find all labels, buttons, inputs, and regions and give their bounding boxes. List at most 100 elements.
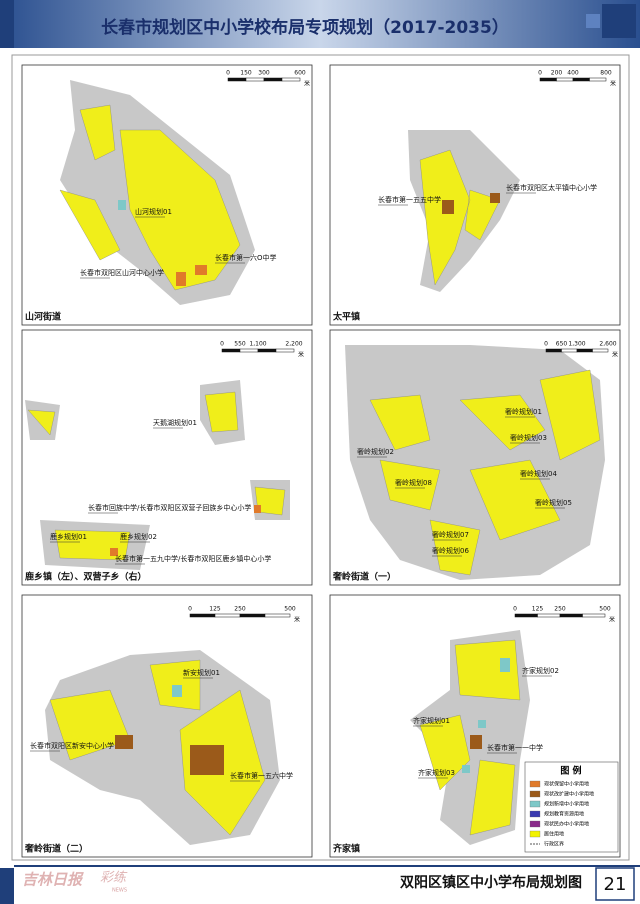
- scale-segment: [281, 77, 301, 82]
- school-existing: [110, 548, 118, 556]
- school-plan: [478, 720, 486, 728]
- scale-unit: 米: [298, 351, 304, 359]
- school-label: 奢岭规划07: [432, 530, 469, 539]
- school-label: 长春市双阳区太平镇中心小学: [506, 183, 597, 192]
- legend-swatch: [529, 800, 541, 808]
- school-label: 长春市第一六O中学: [215, 253, 277, 262]
- school-expand: [190, 745, 224, 775]
- scale-label: 400: [567, 70, 579, 77]
- map-panel: [21, 64, 313, 326]
- scale-segment: [239, 613, 266, 618]
- scale-label: 300: [258, 70, 270, 77]
- scale-label: 1,300: [568, 341, 585, 348]
- header-box: [602, 4, 636, 38]
- scale-label: 125: [209, 606, 221, 613]
- school-expand: [470, 735, 482, 749]
- scale-label: 2,600: [599, 341, 616, 348]
- footer-stripe: [0, 868, 14, 904]
- scale-segment: [189, 613, 216, 618]
- scale-label: 800: [600, 70, 612, 77]
- school-label: 长春市回族中学/长春市双阳区双营子回族乡中心小学: [88, 503, 251, 512]
- school-plan: [172, 685, 182, 697]
- legend-swatch: [529, 830, 541, 838]
- school-label: 齐家规划01: [413, 716, 450, 725]
- scale-label: 125: [532, 606, 544, 613]
- scale-segment: [559, 613, 583, 618]
- scale-unit: 米: [294, 616, 300, 624]
- school-expand: [490, 193, 500, 203]
- scale-segment: [589, 77, 607, 82]
- legend-label: 居住用地: [544, 831, 564, 838]
- scale-label: 0: [544, 341, 548, 348]
- school-label: 奢岭规划05: [535, 498, 572, 507]
- school-plan: [118, 200, 126, 210]
- school-label: 奢岭规划01: [505, 407, 542, 416]
- panel-title: 奢岭街道（一）: [332, 571, 396, 583]
- panel-title: 齐家镇: [333, 843, 360, 855]
- legend-label: 现状保留中小学用地: [544, 781, 589, 788]
- scale-label: 0: [538, 70, 542, 77]
- scale-segment: [572, 77, 590, 82]
- header-box: [586, 14, 600, 28]
- scale-segment: [239, 348, 259, 353]
- watermark: 吉林日报: [22, 871, 84, 889]
- legend-label: 现状民办中小学用地: [544, 821, 589, 828]
- scale-segment: [214, 613, 241, 618]
- school-label: 齐家规划03: [418, 768, 455, 777]
- map-panel: [329, 64, 621, 326]
- header-bar: [0, 0, 640, 48]
- school-label: 新安规划01: [183, 668, 220, 677]
- scale-segment: [514, 613, 538, 618]
- header-stripe: [0, 0, 14, 48]
- map-panel: [21, 329, 313, 586]
- school-label: 鹿乡规划02: [120, 532, 157, 541]
- scale-segment: [545, 348, 562, 353]
- scale-label: 600: [294, 70, 306, 77]
- scale-segment: [257, 348, 277, 353]
- legend-title: 图 例: [560, 765, 581, 777]
- frame: [11, 54, 630, 861]
- scale-label: 250: [554, 606, 566, 613]
- scale-segment: [592, 348, 609, 353]
- legend-swatch: [529, 820, 541, 828]
- legend-label: 现状改扩建中小学用地: [544, 791, 594, 798]
- scale-label: 500: [599, 606, 611, 613]
- scale-label: 1,100: [249, 341, 266, 348]
- residential: [369, 369, 601, 576]
- legend-box: [524, 761, 619, 853]
- scale-label: 0: [226, 70, 230, 77]
- legend-swatch: [529, 810, 541, 818]
- school-label: 山河规划01: [135, 207, 172, 216]
- scale-label: 0: [220, 341, 224, 348]
- map-panel: [21, 594, 313, 858]
- scale-label: 550: [234, 341, 246, 348]
- school-label: 长春市双阳区山河中心小学: [80, 268, 164, 277]
- scale-label: 500: [284, 606, 296, 613]
- legend-swatch: [529, 790, 541, 798]
- scale-unit: 米: [612, 351, 618, 359]
- footer-title: 双阳区镇区中小学布局规划图: [400, 874, 582, 891]
- scale-label: 150: [240, 70, 252, 77]
- maps: [25, 80, 605, 845]
- footer-bar: [0, 866, 640, 904]
- scale-label: 0: [188, 606, 192, 613]
- watermark: 彩练: [100, 871, 128, 886]
- legend-label: 行政区界: [544, 841, 564, 848]
- scale-label: 200: [551, 70, 563, 77]
- scale-label: 250: [234, 606, 246, 613]
- scale-segment: [245, 77, 265, 82]
- scale-label: 0: [513, 606, 517, 613]
- scale-segment: [582, 613, 606, 618]
- school-label: 鹿乡规划01: [50, 532, 87, 541]
- residential: [59, 104, 241, 291]
- scale-label: 650: [556, 341, 568, 348]
- school-existing: [176, 272, 186, 286]
- scale-unit: 米: [609, 616, 615, 624]
- scale-unit: 米: [304, 80, 310, 88]
- school-label: 奢岭规划04: [520, 469, 557, 478]
- legend-label: 规划新增中小学用地: [544, 801, 589, 808]
- school-label: 天鹅湖规划01: [153, 418, 197, 427]
- school-label: 奢岭规划03: [510, 433, 547, 442]
- scale-segment: [227, 77, 247, 82]
